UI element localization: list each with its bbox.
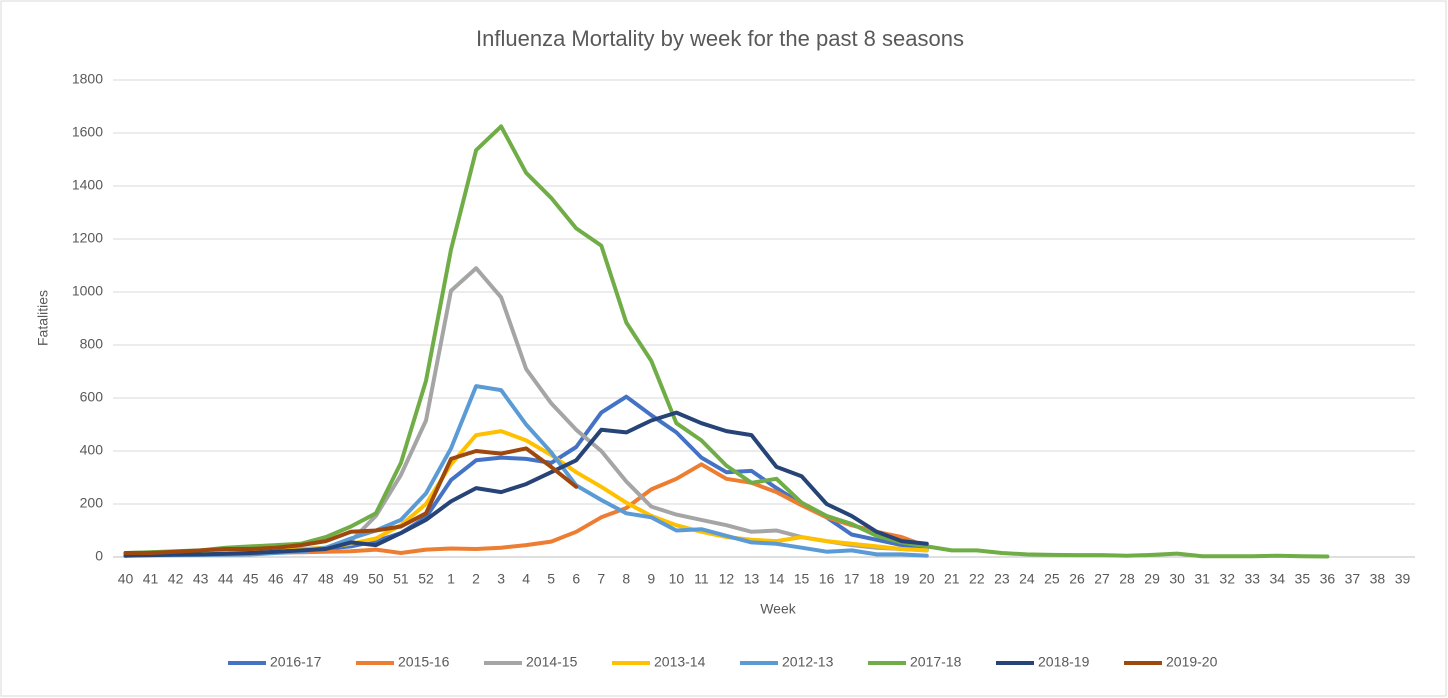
legend-label: 2015-16: [398, 654, 450, 670]
y-tick-label: 1600: [72, 124, 103, 140]
x-tick-label: 33: [1244, 571, 1260, 587]
x-tick-label: 46: [268, 571, 284, 587]
y-axis-label: Fatalities: [35, 290, 51, 346]
x-tick-label: 5: [547, 571, 555, 587]
x-tick-label: 38: [1370, 571, 1386, 587]
y-tick-label: 1800: [72, 71, 103, 87]
x-axis-label: Week: [760, 601, 797, 617]
x-tick-label: 51: [393, 571, 409, 587]
y-tick-label: 1000: [72, 283, 103, 299]
x-tick-label: 12: [719, 571, 735, 587]
x-tick-label: 52: [418, 571, 434, 587]
legend-label: 2013-14: [654, 654, 706, 670]
legend-label: 2018-19: [1038, 654, 1090, 670]
chart-title: Influenza Mortality by week for the past…: [476, 26, 964, 51]
x-tick-label: 3: [497, 571, 505, 587]
y-tick-label: 1200: [72, 230, 103, 246]
x-tick-label: 20: [919, 571, 935, 587]
legend-label: 2017-18: [910, 654, 962, 670]
x-tick-label: 44: [218, 571, 234, 587]
x-tick-label: 21: [944, 571, 960, 587]
x-tick-label: 15: [794, 571, 810, 587]
x-tick-label: 50: [368, 571, 384, 587]
x-tick-label: 43: [193, 571, 209, 587]
legend-label: 2014-15: [526, 654, 578, 670]
x-tick-label: 47: [293, 571, 309, 587]
y-tick-label: 1400: [72, 177, 103, 193]
y-tick-label: 400: [80, 442, 104, 458]
x-tick-label: 27: [1094, 571, 1110, 587]
x-tick-label: 22: [969, 571, 985, 587]
x-tick-label: 19: [894, 571, 910, 587]
x-tick-label: 10: [669, 571, 685, 587]
legend-label: 2019-20: [1166, 654, 1218, 670]
x-tick-label: 2: [472, 571, 480, 587]
x-tick-label: 11: [694, 571, 709, 587]
x-tick-label: 48: [318, 571, 334, 587]
x-tick-label: 23: [994, 571, 1010, 587]
x-tick-label: 37: [1345, 571, 1361, 587]
series-line: [123, 124, 1330, 559]
x-tick-label: 34: [1269, 571, 1285, 587]
x-tick-label: 8: [622, 571, 630, 587]
x-tick-label: 41: [143, 571, 159, 587]
x-tick-label: 29: [1144, 571, 1160, 587]
y-tick-label: 800: [80, 336, 104, 352]
series-line: [123, 446, 579, 555]
x-tick-label: 1: [447, 571, 455, 587]
y-tick-label: 0: [95, 548, 103, 564]
x-tick-label: 9: [647, 571, 655, 587]
x-tick-label: 7: [597, 571, 605, 587]
x-tick-label: 35: [1295, 571, 1311, 587]
x-tick-label: 40: [118, 571, 134, 587]
x-tick-label: 39: [1395, 571, 1411, 587]
x-tick-label: 28: [1119, 571, 1135, 587]
legend-label: 2016-17: [270, 654, 322, 670]
x-tick-label: 49: [343, 571, 359, 587]
series-line: [123, 410, 929, 558]
x-tick-label: 45: [243, 571, 259, 587]
x-tick-label: 4: [522, 571, 530, 587]
x-tick-label: 30: [1169, 571, 1185, 587]
x-tick-label: 31: [1194, 571, 1210, 587]
legend-label: 2012-13: [782, 654, 834, 670]
x-tick-label: 14: [769, 571, 785, 587]
x-tick-label: 17: [844, 571, 860, 587]
y-tick-label: 200: [80, 495, 104, 511]
x-tick-label: 13: [744, 571, 760, 587]
x-tick-label: 18: [869, 571, 885, 587]
y-tick-label: 600: [80, 389, 104, 405]
x-tick-label: 42: [168, 571, 184, 587]
x-tick-label: 32: [1219, 571, 1235, 587]
x-tick-label: 6: [572, 571, 580, 587]
x-tick-label: 36: [1320, 571, 1336, 587]
x-tick-label: 24: [1019, 571, 1035, 587]
x-tick-label: 26: [1069, 571, 1085, 587]
x-tick-label: 16: [819, 571, 835, 587]
x-tick-label: 25: [1044, 571, 1060, 587]
